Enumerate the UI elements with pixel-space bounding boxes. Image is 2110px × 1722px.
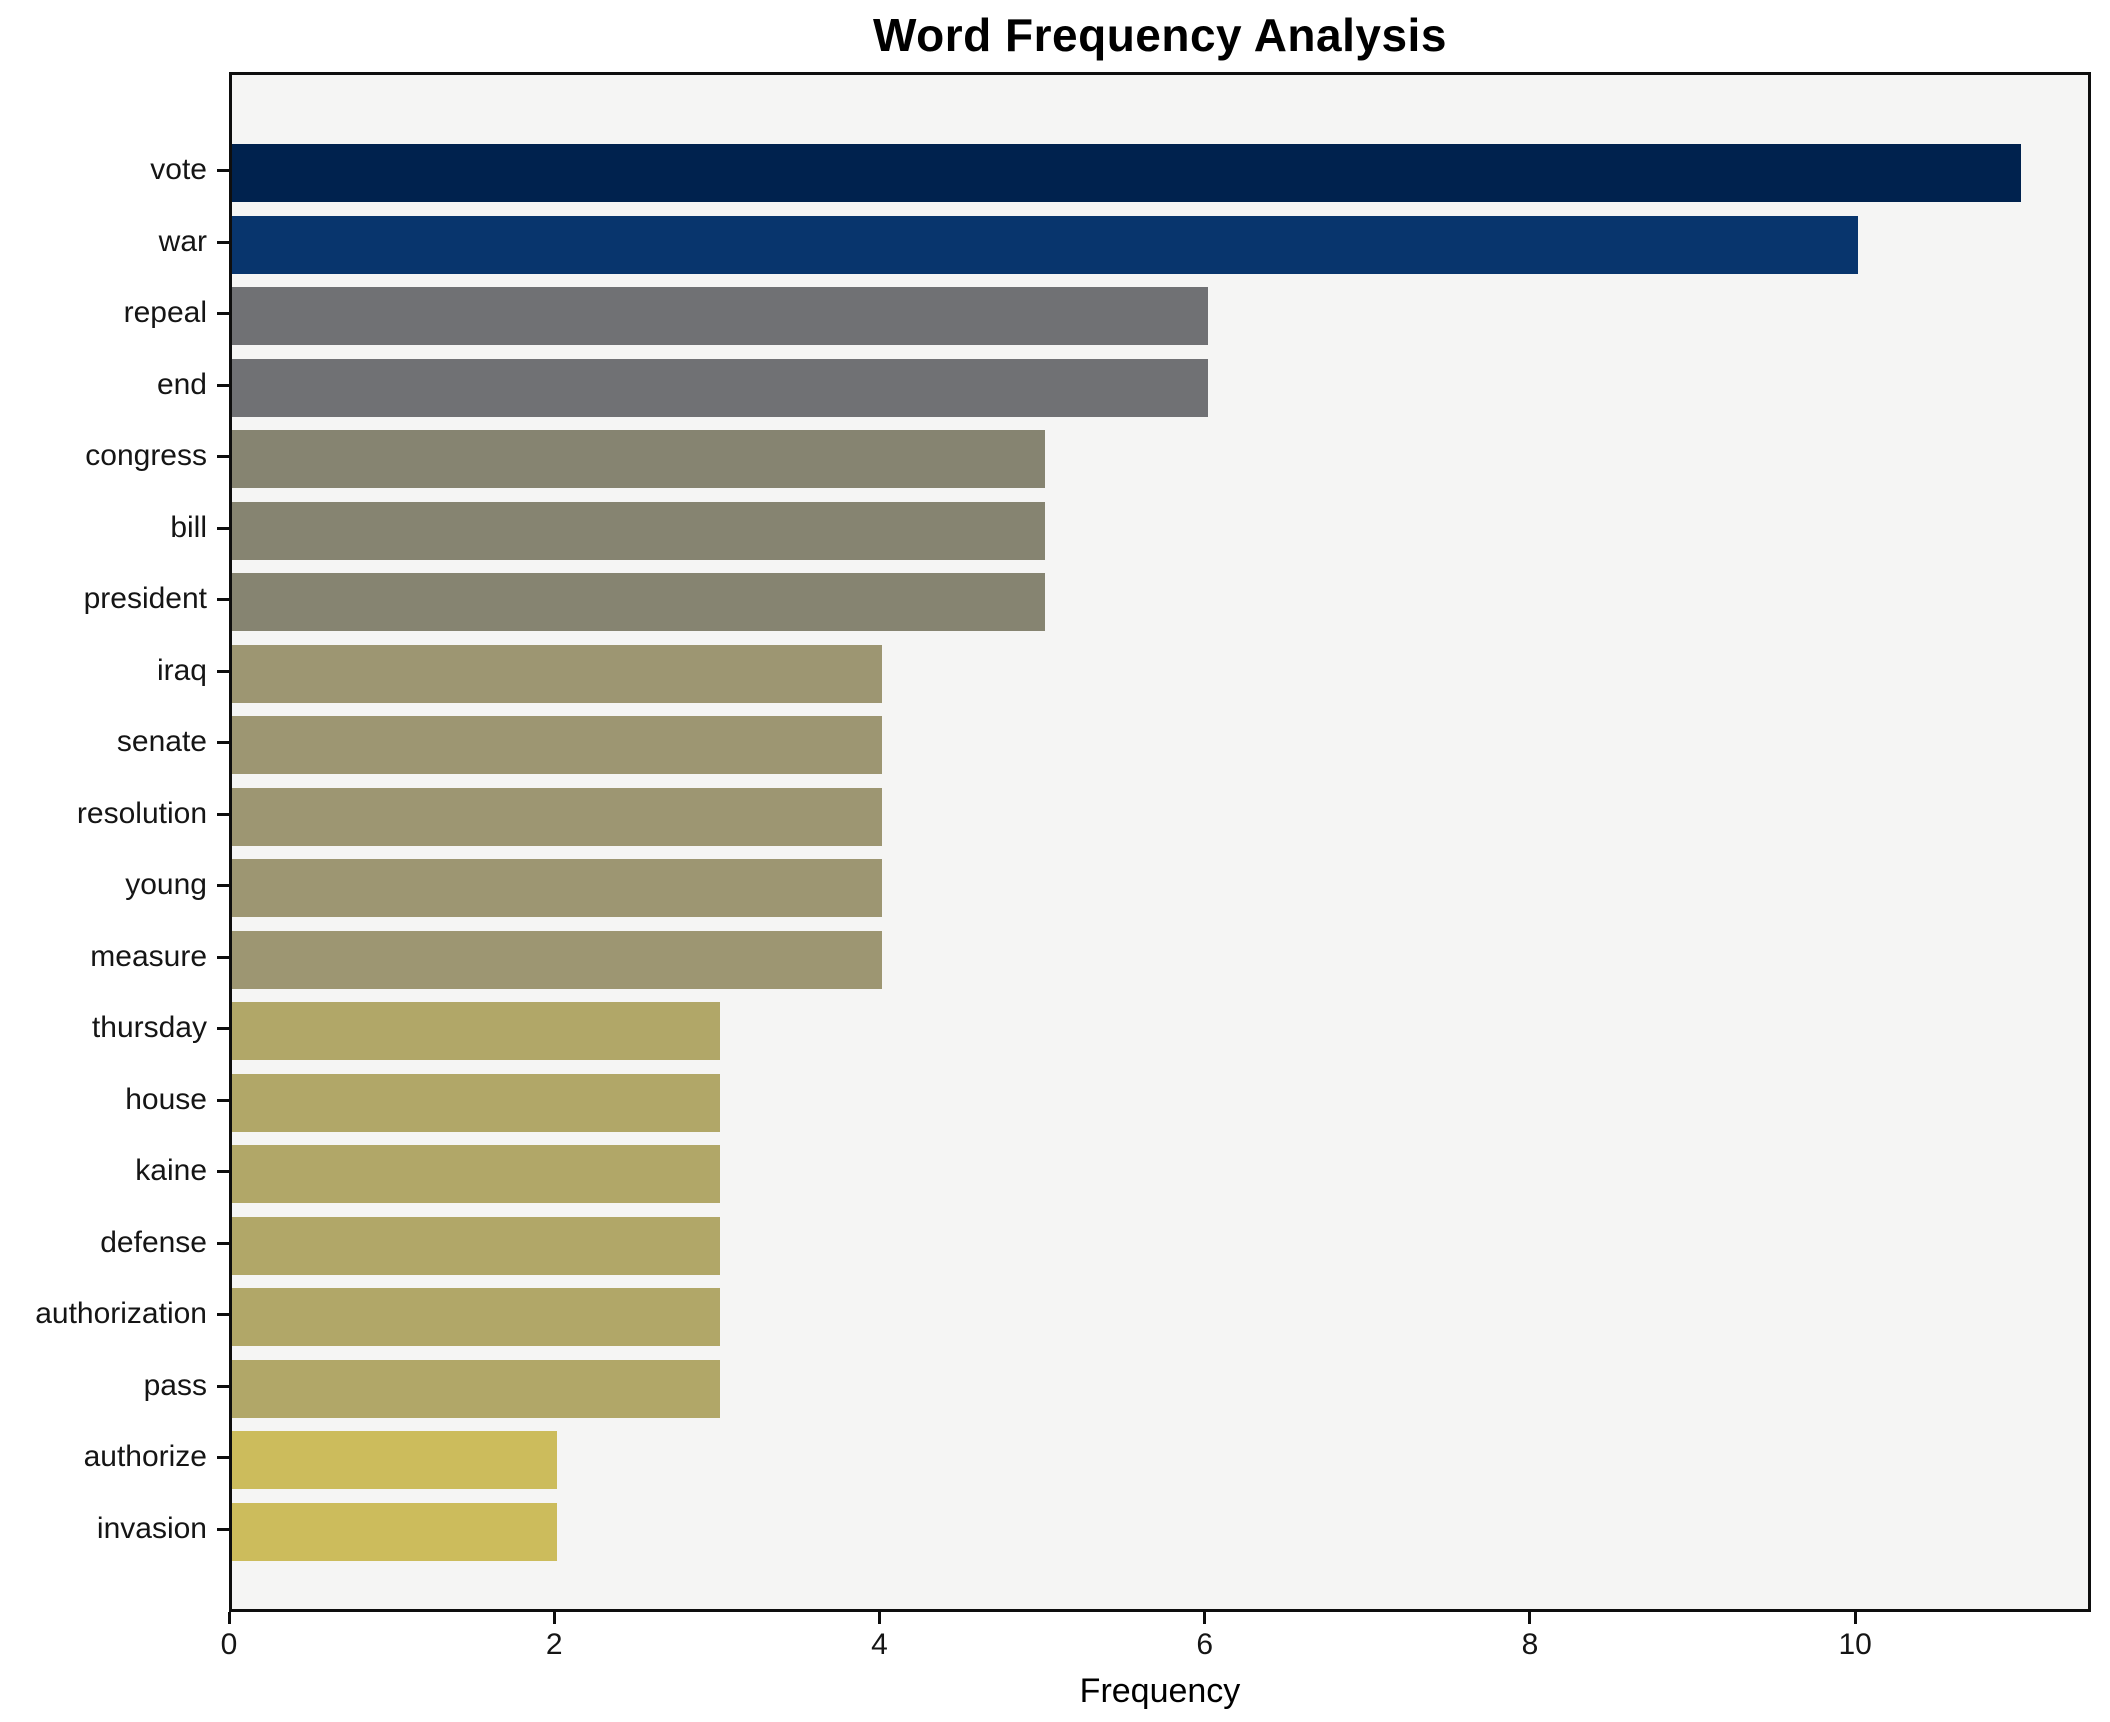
y-tick-mark — [217, 1241, 229, 1245]
x-tick-label-0: 0 — [220, 1628, 238, 1661]
bar-house — [232, 1073, 720, 1132]
y-tick-label-young: young — [125, 868, 207, 901]
bar-end — [232, 358, 1208, 417]
y-tick-label-defense: defense — [100, 1225, 207, 1259]
y-tick-label-congress: congress — [85, 439, 207, 472]
y-tick-mark — [217, 1313, 229, 1316]
y-tick-label-measure: measure — [90, 939, 207, 973]
x-axis-label: Frequency — [1079, 1672, 1241, 1710]
x-tick-mark — [1203, 1612, 1207, 1624]
y-tick-mark — [217, 1456, 229, 1459]
bar-authorization — [232, 1288, 720, 1346]
y-tick-mark — [217, 1170, 229, 1173]
bar-president — [232, 573, 1046, 631]
x-tick-mark — [877, 1612, 881, 1624]
y-tick-mark — [217, 741, 229, 744]
y-tick-mark — [217, 669, 229, 673]
y-tick-label-pass: pass — [143, 1368, 207, 1402]
y-tick-label-repeal: repeal — [123, 296, 207, 329]
y-tick-mark — [217, 1098, 229, 1102]
y-tick-mark — [217, 955, 229, 959]
bar-vote — [232, 144, 2021, 202]
y-tick-mark — [217, 383, 229, 387]
y-tick-label-bill: bill — [170, 510, 207, 544]
x-tick-mark — [1853, 1612, 1857, 1624]
y-tick-mark — [217, 884, 229, 887]
y-tick-label-vote: vote — [150, 153, 207, 186]
x-tick-label-8: 8 — [1521, 1628, 1539, 1661]
bar-defense — [232, 1216, 720, 1275]
y-tick-label-resolution: resolution — [76, 796, 207, 830]
x-tick-label-2: 2 — [545, 1628, 563, 1661]
y-tick-label-thursday: thursday — [91, 1011, 207, 1044]
y-tick-mark — [217, 312, 229, 315]
y-tick-mark — [217, 169, 229, 172]
bar-invasion — [232, 1502, 558, 1561]
x-tick-label-6: 6 — [1196, 1628, 1214, 1661]
y-tick-mark — [217, 455, 229, 458]
y-tick-mark — [217, 1027, 229, 1030]
bar-congress — [232, 430, 1046, 488]
y-tick-mark — [217, 598, 229, 601]
bar-pass — [232, 1359, 720, 1418]
y-tick-label-kaine: kaine — [135, 1154, 207, 1187]
bar-senate — [232, 716, 883, 774]
bar-war — [232, 215, 1859, 274]
y-tick-mark — [217, 1527, 229, 1531]
bar-resolution — [232, 787, 883, 846]
x-tick-mark — [1528, 1612, 1532, 1624]
bar-iraq — [232, 644, 883, 703]
y-tick-mark — [217, 240, 229, 244]
y-tick-label-war: war — [158, 224, 207, 258]
x-tick-label-4: 4 — [871, 1628, 888, 1661]
x-tick-mark — [552, 1612, 556, 1624]
y-tick-label-invasion: invasion — [96, 1511, 207, 1545]
y-tick-label-house: house — [125, 1082, 207, 1116]
bar-measure — [232, 930, 883, 989]
plot-area — [229, 72, 2091, 1612]
y-tick-mark — [217, 526, 229, 530]
bar-authorize — [232, 1431, 558, 1489]
y-tick-label-authorization: authorization — [35, 1297, 207, 1330]
y-tick-label-end: end — [156, 367, 207, 401]
y-tick-label-authorize: authorize — [83, 1440, 207, 1473]
bar-thursday — [232, 1002, 720, 1060]
y-tick-mark — [217, 812, 229, 816]
x-tick-label-10: 10 — [1838, 1628, 1872, 1661]
bar-repeal — [232, 287, 1208, 345]
bar-bill — [232, 501, 1046, 560]
x-tick-mark — [227, 1612, 231, 1624]
y-tick-label-iraq: iraq — [156, 653, 207, 687]
chart-title: Word Frequency Analysis — [873, 9, 1447, 61]
y-tick-mark — [217, 1384, 229, 1388]
bar-young — [232, 859, 883, 917]
bar-kaine — [232, 1145, 720, 1203]
y-tick-label-president: president — [83, 582, 207, 615]
y-tick-label-senate: senate — [116, 725, 207, 758]
